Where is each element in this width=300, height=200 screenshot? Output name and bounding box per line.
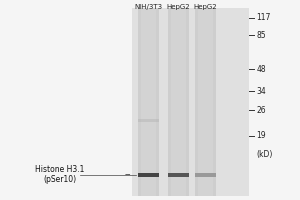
Text: NIH/3T3: NIH/3T3 — [134, 4, 163, 10]
Bar — [138, 8, 159, 196]
Text: HepG2: HepG2 — [194, 4, 217, 10]
Text: Histone H3.1: Histone H3.1 — [35, 166, 85, 174]
Bar — [195, 173, 216, 177]
Bar — [195, 8, 216, 196]
Bar — [138, 173, 159, 177]
Bar — [138, 119, 159, 122]
Bar — [141, 8, 156, 196]
Bar — [168, 8, 189, 196]
Text: HepG2: HepG2 — [167, 4, 190, 10]
Text: (pSer10): (pSer10) — [44, 176, 76, 184]
Text: 26: 26 — [256, 106, 266, 114]
Text: 19: 19 — [256, 132, 266, 140]
Text: 48: 48 — [256, 64, 266, 73]
Bar — [171, 8, 186, 196]
Bar — [198, 8, 213, 196]
Bar — [132, 8, 249, 196]
Text: 85: 85 — [256, 30, 266, 40]
Text: 117: 117 — [256, 14, 271, 22]
Text: (kD): (kD) — [256, 150, 273, 158]
Text: 34: 34 — [256, 87, 266, 96]
Bar — [168, 173, 189, 177]
Text: --: -- — [124, 170, 131, 180]
